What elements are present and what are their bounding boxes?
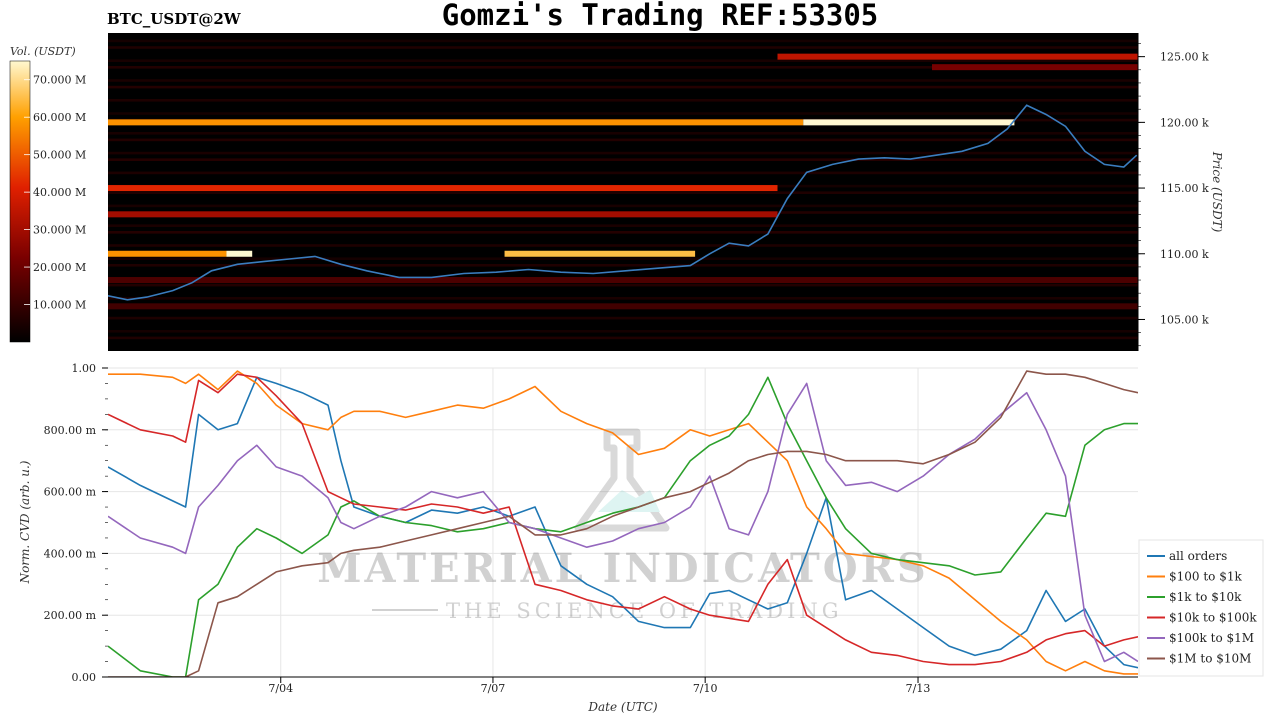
cvd-series — [108, 370, 1138, 677]
price-line — [108, 104, 1138, 301]
liquidity-band — [108, 119, 804, 126]
liquidity-band — [108, 250, 227, 257]
cvd-x-tick-label: 7/04 — [268, 682, 293, 695]
heatmap-row — [108, 257, 1138, 260]
price-tick-label: 125.00 k — [1160, 51, 1209, 64]
heatmap-row — [108, 336, 1138, 340]
heatmap-row — [108, 85, 1138, 89]
legend-box — [1138, 539, 1264, 677]
cvd-y-tick-label: 400.00 m — [44, 547, 97, 560]
colorbar-tick-label: 40.000 M — [33, 186, 86, 199]
liquidity-band — [504, 250, 696, 257]
heatmap-row — [108, 59, 1138, 62]
cvd-y-ticks: 0.00 200.00 m 400.00 m 600.00 m 800.00 m 1.00 — [44, 362, 108, 684]
price-tick-label: 110.00 k — [1160, 248, 1209, 261]
heatmap-row — [108, 79, 1138, 82]
watermark: MATERIAL INDICATORS THE SCIENCE OF TRADI… — [317, 428, 929, 623]
liquidity-band — [932, 64, 1138, 71]
heatmap-row — [108, 151, 1138, 155]
cvd-plot-area — [108, 368, 1138, 677]
watermark-line2: THE SCIENCE OF TRADING — [446, 599, 843, 623]
colorbar-tick-label: 30.000 M — [33, 224, 86, 237]
colorbar-gradient — [9, 60, 31, 343]
price-tick-label: 105.00 k — [1160, 313, 1209, 326]
heatmap-row — [108, 264, 1138, 267]
heatmap-row — [108, 112, 1138, 115]
heatmap-row — [108, 132, 1138, 135]
liquidity-band — [777, 53, 1138, 60]
heatmap-row — [108, 171, 1138, 175]
pair-label: BTC_USDT@2W — [107, 10, 241, 28]
flask-icon — [574, 428, 670, 532]
liquidity-band — [108, 303, 1138, 310]
cvd-y-tick-label: 0.00 — [72, 671, 97, 684]
heatmap-row — [108, 46, 1138, 49]
heatmap-row — [108, 66, 1138, 69]
liquidity-band — [108, 211, 778, 218]
legend: all orders $100 to $1k $1k to $10k $10k to … — [1138, 539, 1264, 677]
heatmap-row — [108, 244, 1138, 247]
legend-label: $10k to $100k — [1169, 611, 1257, 625]
cvd-x-ticks: 7/04 7/07 7/10 7/13 — [268, 677, 930, 695]
price-tick-label: 120.00 k — [1160, 116, 1209, 129]
heatmap-row — [108, 191, 1138, 194]
liquidity-bands — [108, 53, 1138, 310]
cvd-x-tick-label: 7/10 — [693, 682, 718, 695]
price-tick-label: 115.00 k — [1160, 182, 1209, 195]
price-axis-label: Price (USDT) — [1210, 151, 1224, 233]
colorbar-label: Vol. (USDT) — [10, 45, 76, 58]
cvd-y-tick-label: 200.00 m — [44, 609, 97, 622]
colorbar-tick-label: 50.000 M — [33, 149, 86, 162]
heatmap-row — [108, 297, 1138, 300]
colorbar-tick-label: 20.000 M — [33, 261, 86, 274]
cvd-series-line — [108, 382, 1138, 663]
cvd-x-tick-label: 7/07 — [481, 682, 506, 695]
heatmap-row — [108, 39, 1138, 43]
colorbar-tick-label: 70.000 M — [33, 74, 86, 87]
heatmap-panel: 105.00 k 110.00 k 115.00 k 120.00 k 125.00 k… — [108, 33, 1224, 351]
colorbar-tick-label: 60.000 M — [33, 111, 86, 124]
flask-liquid-icon — [598, 490, 660, 512]
cvd-series-line — [108, 370, 1138, 675]
legend-label: $100 to $1k — [1169, 570, 1242, 584]
chart-title: Gomzi's Trading REF:53305 — [441, 0, 879, 32]
liquidity-band — [226, 250, 253, 257]
heatmap-row — [108, 138, 1138, 142]
cvd-panel: MATERIAL INDICATORS THE SCIENCE OF TRADI… — [18, 362, 1264, 714]
price-axis: 105.00 k 110.00 k 115.00 k 120.00 k 125.00 k — [1137, 33, 1209, 351]
cvd-x-axis-label: Date (UTC) — [587, 700, 657, 714]
heatmap-row — [108, 330, 1138, 333]
legend-label: all orders — [1169, 549, 1227, 563]
colorbar-tick-label: 10.000 M — [33, 299, 86, 312]
legend-label: $100k to $1M — [1169, 631, 1254, 645]
cvd-series-line — [108, 376, 1138, 669]
legend-label: $1k to $10k — [1169, 590, 1242, 604]
liquidity-band — [108, 277, 1138, 284]
heatmap-row — [108, 283, 1138, 287]
heatmap-row — [108, 224, 1138, 227]
cvd-series-line — [108, 373, 1138, 666]
heatmap-row — [108, 316, 1138, 320]
colorbar: Vol. (USDT) 10.000 M 20.000 M 30.000 M 40.0… — [9, 45, 86, 343]
watermark-line1: MATERIAL INDICATORS — [317, 545, 929, 592]
colorbar-ticks: 10.000 M 20.000 M 30.000 M 40.000 M 50.000 M… — [24, 74, 86, 312]
cvd-y-tick-label: 600.00 m — [44, 486, 97, 499]
legend-label: $1M to $10M — [1169, 652, 1251, 666]
heatmap-row — [108, 99, 1138, 102]
cvd-series-line — [108, 370, 1138, 677]
liquidity-band — [803, 119, 1015, 126]
heatmap-row — [108, 204, 1138, 208]
liquidity-band — [108, 185, 778, 192]
heatmap-row — [108, 158, 1138, 161]
cvd-x-tick-label: 7/13 — [906, 682, 931, 695]
cvd-y-axis-label: Norm. CVD (arb. u.) — [18, 460, 32, 584]
heatmap-row — [108, 231, 1138, 234]
cvd-y-tick-label: 800.00 m — [44, 424, 97, 437]
cvd-y-tick-label: 1.00 — [72, 362, 97, 375]
